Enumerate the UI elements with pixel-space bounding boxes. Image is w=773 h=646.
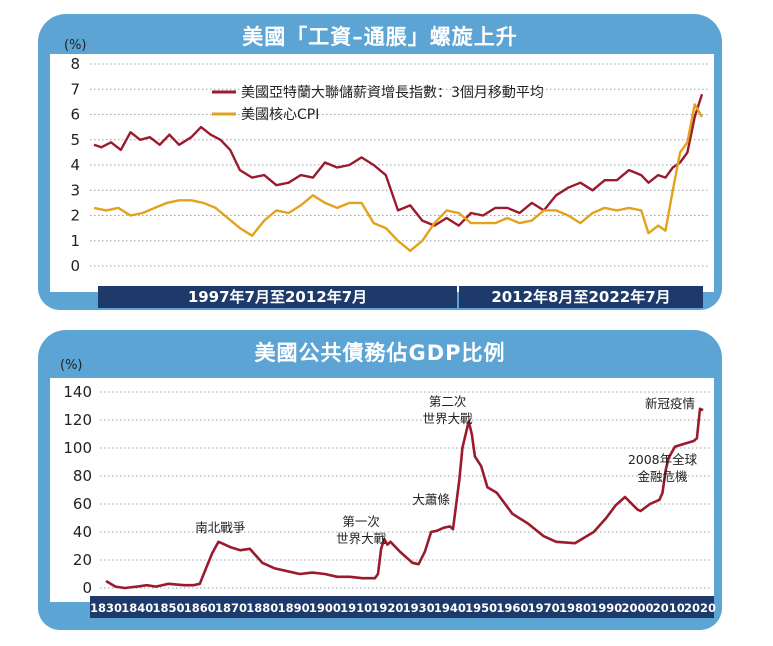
chart-2-x-tick-label: 1870 <box>215 601 247 615</box>
chart-2-annotation-2: 第一次世界大戰 <box>336 514 387 546</box>
chart-2-x-tick-label: 1910 <box>340 601 372 615</box>
chart-2-title: 美國公共債務佔GDP比例 <box>254 341 506 365</box>
chart-2-x-tick-label: 1890 <box>278 601 310 615</box>
chart-1-plot-area: 0 1 2 3 4 5 6 7 8 美國亞特蘭大聯儲薪資增長指數：3個月移動平均 美國核心CPI <box>50 54 714 292</box>
chart-1-y-tick-label: 1 <box>70 232 80 250</box>
chart-1-y-unit: (%) <box>64 38 87 53</box>
chart-2-x-axis-band <box>90 596 714 618</box>
wage-inflation-chart-panel: 美國「工資–通脹」螺旋上升 0 1 2 3 4 5 6 7 8 美國亞特蘭大聯儲薪資增長指數：3個… <box>38 14 722 310</box>
chart-2-annotation-line: 2008年全球 <box>628 452 698 467</box>
chart-2-x-tick-label: 1860 <box>184 601 216 615</box>
chart-1-y-tick-label: 3 <box>70 181 80 199</box>
chart-2-x-tick-label: 1840 <box>121 601 153 615</box>
chart-2-annotation-6: 新冠疫情 <box>645 396 695 411</box>
chart-2-y-tick-label: 40 <box>73 523 92 541</box>
chart-2-x-tick-label: 2000 <box>621 601 653 615</box>
chart-2-annotation-line: 第一次 <box>342 514 380 529</box>
chart-2-y-unit: (%) <box>60 358 83 373</box>
chart-1-y-tick-label: 0 <box>70 257 80 275</box>
chart-1-title: 美國「工資–通脹」螺旋上升 <box>242 25 518 49</box>
chart-2-annotation-line: 世界大戰 <box>423 411 474 426</box>
chart-2-x-tick-label: 1930 <box>403 601 435 615</box>
chart-2-y-tick-label: 80 <box>73 467 92 485</box>
chart-1-y-tick-label: 2 <box>70 207 80 225</box>
chart-2-y-tick-label: 20 <box>73 551 92 569</box>
chart-1-y-tick-label: 5 <box>70 131 80 149</box>
chart-1-y-tick-label: 6 <box>70 106 80 124</box>
chart-2-annotation-line: 南北戰爭 <box>195 520 246 535</box>
chart-2-x-tick-label: 2020 <box>684 601 716 615</box>
period-label-1: 1997年7月至2012年7月 <box>98 286 457 308</box>
chart-2-annotation-5: 2008年全球金融危機 <box>628 452 698 484</box>
chart-2-x-tick-label: 1980 <box>559 601 591 615</box>
chart-2-x-tick-label: 1830 <box>90 601 122 615</box>
chart-2-x-tick-label: 1970 <box>528 601 560 615</box>
chart-2-x-tick-label: 1960 <box>496 601 528 615</box>
public-debt-chart-panel: 美國公共債務佔GDP比例 0 20 40 60 80 100 120 140 1830 1840 1… <box>38 330 722 630</box>
period-label-2: 2012年8月至2022年7月 <box>459 286 703 308</box>
chart-2-x-tick-label: 1900 <box>309 601 341 615</box>
chart-2-x-tick-label: 1950 <box>465 601 497 615</box>
chart-1-series-line-2 <box>93 103 704 253</box>
chart-2-annotation-line: 世界大戰 <box>336 531 387 546</box>
chart-1-y-tick-label: 7 <box>70 80 80 98</box>
chart-1-y-tick-label: 8 <box>70 55 80 73</box>
chart-1-legend-label-1: 美國亞特蘭大聯儲薪資增長指數：3個月移動平均 <box>241 85 544 101</box>
chart-2-y-tick-label: 0 <box>82 579 92 597</box>
chart-2-x-tick-label: 1880 <box>246 601 278 615</box>
chart-2-y-tick-label: 140 <box>63 383 92 401</box>
chart-2-x-tick-label: 1990 <box>590 601 622 615</box>
chart-2-annotation-3: 大蕭條 <box>412 492 450 507</box>
chart-2-annotation-line: 金融危機 <box>637 469 688 484</box>
chart-2-annotation-1: 南北戰爭 <box>195 520 246 535</box>
chart-2-annotation-4: 第二次世界大戰 <box>423 394 474 426</box>
chart-1-legend-label-2: 美國核心CPI <box>241 107 319 123</box>
chart-2-x-tick-label: 1940 <box>434 601 466 615</box>
chart-2-y-tick-label: 120 <box>63 411 92 429</box>
chart-2-annotation-line: 大蕭條 <box>412 492 450 507</box>
chart-2-x-tick-label: 2010 <box>653 601 685 615</box>
chart-2-y-tick-label: 60 <box>73 495 92 513</box>
chart-2-series-line <box>105 407 704 590</box>
chart-2-annotation-line: 新冠疫情 <box>645 396 695 411</box>
chart-2-x-tick-label: 1850 <box>153 601 185 615</box>
chart-2-plot-area: 0 20 40 60 80 100 120 140 1830 1840 1850 1860 1870 18… <box>50 378 716 618</box>
chart-2-annotation-line: 第二次 <box>429 394 467 409</box>
chart-2-x-tick-label: 1920 <box>371 601 403 615</box>
chart-1-y-tick-label: 4 <box>70 156 80 174</box>
chart-1-series-line-1 <box>93 93 704 227</box>
chart-2-y-tick-label: 100 <box>63 439 92 457</box>
